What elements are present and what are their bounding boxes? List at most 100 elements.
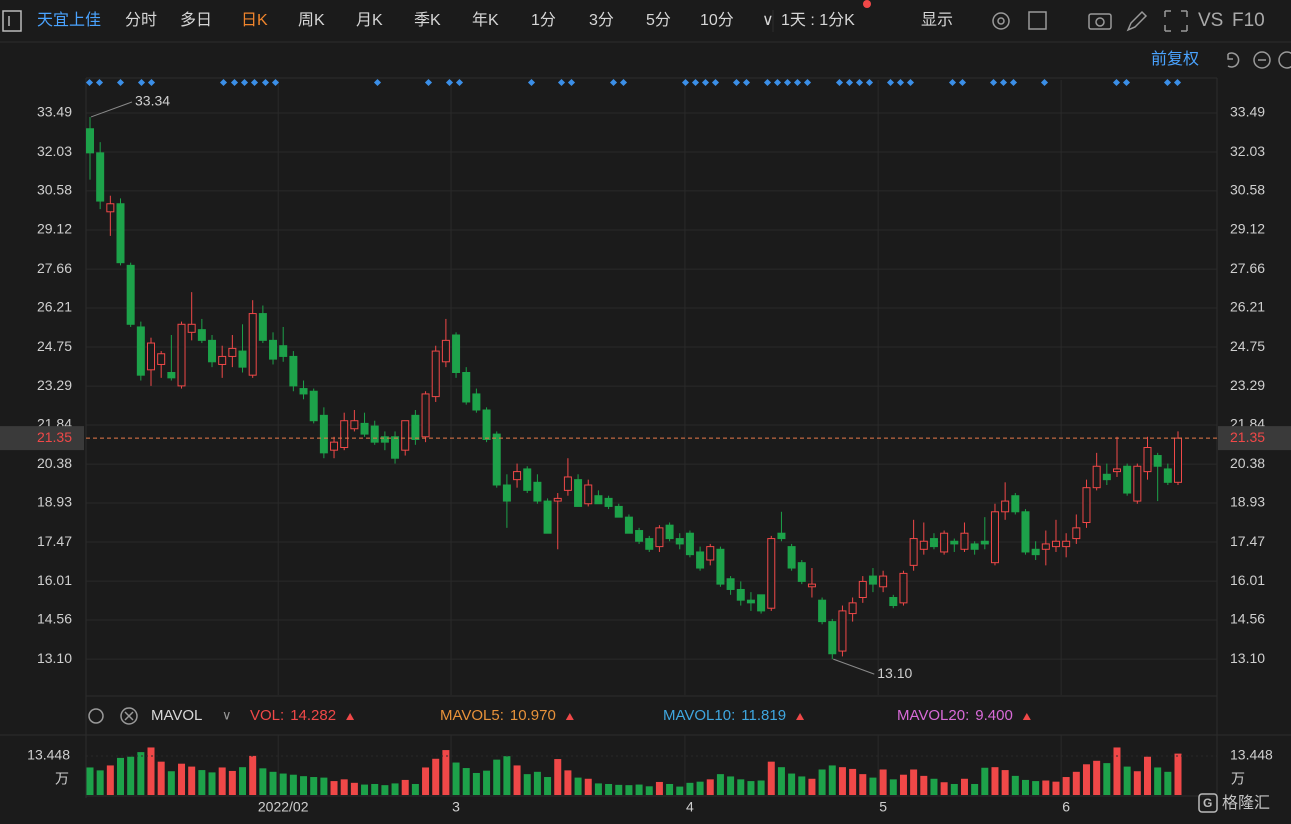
volume-bar	[147, 747, 155, 795]
period-tab[interactable]: 10分	[700, 11, 734, 29]
candle-body	[513, 471, 522, 481]
volume-bar	[798, 776, 806, 795]
event-marker[interactable]	[773, 78, 782, 87]
event-marker[interactable]	[681, 78, 690, 87]
event-marker[interactable]	[691, 78, 700, 87]
event-marker[interactable]	[793, 78, 802, 87]
event-marker[interactable]	[906, 78, 915, 87]
period-select[interactable]: 1天 : 1分K	[781, 11, 855, 29]
indicator-chevron[interactable]: ∨	[222, 707, 232, 722]
event-marker[interactable]	[896, 78, 905, 87]
menu-icon[interactable]	[2, 10, 22, 32]
event-marker[interactable]	[424, 78, 433, 87]
event-marker[interactable]	[763, 78, 772, 87]
event-marker[interactable]	[609, 78, 618, 87]
stock-name[interactable]: 天宜上佳	[37, 11, 101, 29]
event-marker[interactable]	[85, 78, 94, 87]
event-marker[interactable]	[845, 78, 854, 87]
candle-body	[889, 597, 898, 607]
pencil-icon[interactable]	[1126, 10, 1148, 32]
volume-bar	[1174, 753, 1182, 795]
y-tick-label-right: 33.49	[1230, 104, 1265, 120]
period-tab[interactable]: 多日	[180, 11, 212, 29]
volume-bar	[1062, 777, 1070, 795]
event-marker[interactable]	[250, 78, 259, 87]
candle-body	[380, 436, 389, 443]
event-marker[interactable]	[373, 78, 382, 87]
scroll-icon[interactable]	[1278, 51, 1291, 69]
event-marker[interactable]	[271, 78, 280, 87]
candle-body	[879, 575, 888, 588]
event-marker[interactable]	[886, 78, 895, 87]
event-marker[interactable]	[261, 78, 270, 87]
y-tick-label-right: 26.21	[1230, 299, 1265, 315]
settings-icon[interactable]	[992, 12, 1010, 30]
event-marker[interactable]	[865, 78, 874, 87]
event-marker[interactable]	[219, 78, 228, 87]
event-marker[interactable]	[240, 78, 249, 87]
zoom-out-icon[interactable]	[1253, 51, 1271, 69]
adjust-mode[interactable]: 前复权	[1151, 50, 1199, 68]
volume-bar	[340, 779, 348, 795]
undo-icon[interactable]	[1227, 52, 1240, 68]
event-marker[interactable]	[803, 78, 812, 87]
event-marker[interactable]	[948, 78, 957, 87]
period-tab[interactable]: 季K	[414, 11, 441, 29]
event-marker[interactable]	[958, 78, 967, 87]
y-tick-label: 24.75	[37, 338, 72, 354]
event-marker[interactable]	[567, 78, 576, 87]
f10-button[interactable]: F10	[1232, 10, 1265, 31]
period-tab[interactable]: 5分	[646, 11, 671, 29]
event-marker[interactable]	[95, 78, 104, 87]
volume-bar	[1021, 779, 1029, 795]
period-tab[interactable]: 3分	[589, 11, 614, 29]
event-marker[interactable]	[137, 78, 146, 87]
event-marker[interactable]	[619, 78, 628, 87]
event-marker[interactable]	[455, 78, 464, 87]
volume-bar	[655, 781, 663, 795]
volume-bar	[1011, 775, 1019, 795]
more-chevron[interactable]: ∨	[762, 12, 774, 29]
period-tab[interactable]: 月K	[356, 12, 383, 29]
display-menu[interactable]: 显示	[921, 12, 953, 29]
indicator-close-icon[interactable]	[120, 707, 138, 725]
event-marker[interactable]	[701, 78, 710, 87]
event-marker[interactable]	[1009, 78, 1018, 87]
event-marker[interactable]	[147, 78, 156, 87]
volume-bar	[838, 767, 846, 795]
fullscreen-icon[interactable]	[1164, 10, 1188, 32]
indicator-settings-icon[interactable]	[88, 708, 104, 724]
event-marker[interactable]	[989, 78, 998, 87]
camera-icon[interactable]	[1088, 13, 1112, 30]
vs-button[interactable]: VS	[1198, 10, 1223, 31]
period-tab[interactable]: 日K	[241, 12, 268, 29]
event-marker[interactable]	[783, 78, 792, 87]
event-marker[interactable]	[711, 78, 720, 87]
event-marker[interactable]	[230, 78, 239, 87]
candle-body	[462, 372, 471, 403]
event-marker[interactable]	[557, 78, 566, 87]
period-tab[interactable]: 1分	[531, 11, 556, 29]
period-tab[interactable]: 年K	[472, 11, 499, 29]
square-icon[interactable]	[1028, 11, 1047, 30]
volume-bar	[727, 776, 735, 795]
event-marker[interactable]	[527, 78, 536, 87]
volume-bar	[1082, 764, 1090, 795]
event-marker[interactable]	[732, 78, 741, 87]
event-marker[interactable]	[999, 78, 1008, 87]
period-tab[interactable]: 分时	[125, 11, 157, 29]
candle-body	[807, 583, 816, 588]
candle-body	[218, 355, 227, 365]
event-marker[interactable]	[742, 78, 751, 87]
event-marker[interactable]	[116, 78, 125, 87]
period-tab[interactable]: 周K	[298, 12, 325, 29]
event-marker[interactable]	[835, 78, 844, 87]
event-marker[interactable]	[855, 78, 864, 87]
event-marker[interactable]	[445, 78, 454, 87]
legend-value: 11.819	[741, 707, 786, 724]
indicator-name[interactable]: MAVOL	[151, 707, 202, 724]
volume-bar	[493, 759, 501, 795]
volume-bar	[513, 765, 521, 795]
y-tick-label: 16.01	[37, 572, 72, 588]
candle-body	[899, 572, 908, 604]
